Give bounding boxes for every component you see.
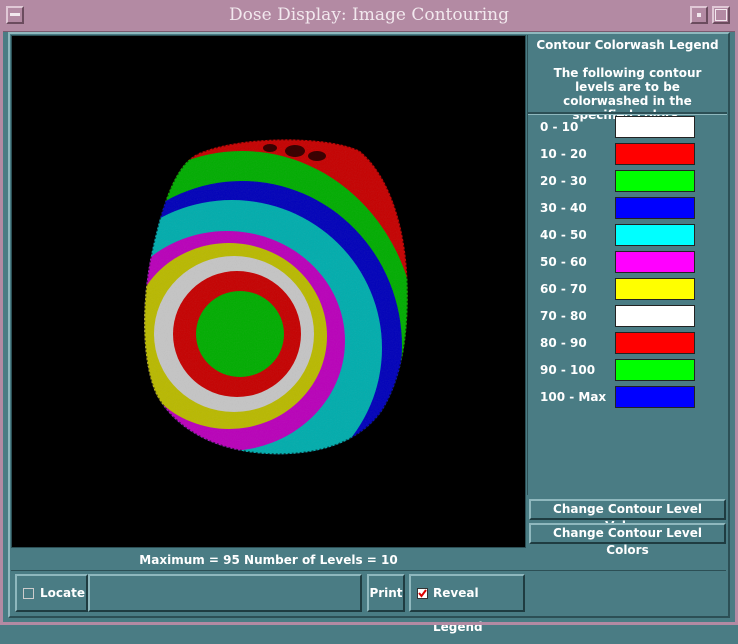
legend-color-swatch[interactable]: [615, 359, 695, 381]
legend-description: The following contour levels are to be c…: [553, 66, 702, 122]
window-title: Dose Display: Image Contouring: [229, 5, 509, 25]
legend-item: 90 - 100: [528, 358, 727, 382]
legend-item: 20 - 30: [528, 169, 727, 193]
legend-color-swatch[interactable]: [615, 305, 695, 327]
reveal-legend-checkbox[interactable]: [417, 588, 428, 599]
legend-item: 0 - 10: [528, 115, 727, 139]
image-viewer[interactable]: [11, 35, 526, 548]
contour-image: [143, 138, 409, 456]
legend-item-label: 20 - 30: [540, 174, 587, 188]
legend-color-swatch[interactable]: [615, 386, 695, 408]
legend-item: 10 - 20: [528, 142, 727, 166]
legend-item-label: 60 - 70: [540, 282, 587, 296]
maximize-button[interactable]: [712, 6, 730, 24]
reveal-legend-label: Reveal Legend: [433, 586, 483, 634]
legend-item-label: 10 - 20: [540, 147, 587, 161]
legend-item: 100 - Max: [528, 385, 727, 409]
legend-color-swatch[interactable]: [615, 278, 695, 300]
legend-separator: [528, 112, 727, 115]
legend-item: 60 - 70: [528, 277, 727, 301]
legend-item: 50 - 60: [528, 250, 727, 274]
locate-label: Locate: [40, 586, 85, 600]
legend-item-label: 70 - 80: [540, 309, 587, 323]
locate-readout: [88, 574, 362, 612]
status-text: Maximum = 95 Number of Levels = 10: [139, 553, 398, 567]
legend-color-swatch[interactable]: [615, 332, 695, 354]
bottom-bar: [11, 570, 726, 617]
legend-item-label: 100 - Max: [540, 390, 607, 404]
legend-item-label: 40 - 50: [540, 228, 587, 242]
legend-item-label: 0 - 10: [540, 120, 579, 134]
reveal-legend-toggle[interactable]: Reveal Legend: [409, 574, 525, 634]
legend-color-swatch[interactable]: [615, 224, 695, 246]
legend-color-swatch[interactable]: [615, 251, 695, 273]
change-contour-colors-button[interactable]: Change Contour Level Colors: [529, 523, 726, 557]
check-icon: [418, 589, 427, 598]
legend-color-swatch[interactable]: [615, 197, 695, 219]
legend-item: 30 - 40: [528, 196, 727, 220]
legend-color-swatch[interactable]: [615, 143, 695, 165]
legend-item-label: 90 - 100: [540, 363, 596, 377]
print-button[interactable]: Print: [367, 574, 405, 612]
legend-panel: Contour Colorwash Legend The following c…: [527, 35, 727, 495]
maximize-icon: [715, 9, 727, 21]
legend-item: 40 - 50: [528, 223, 727, 247]
locate-toggle[interactable]: Locate: [15, 574, 88, 612]
legend-item: 70 - 80: [528, 304, 727, 328]
minimize-icon: [697, 13, 701, 17]
window-menu-icon: [10, 13, 20, 16]
legend-item-label: 30 - 40: [540, 201, 587, 215]
legend-item: 80 - 90: [528, 331, 727, 355]
locate-checkbox[interactable]: [23, 588, 34, 599]
window-menu-button[interactable]: [6, 6, 24, 24]
title-bar[interactable]: Dose Display: Image Contouring: [0, 0, 738, 32]
legend-item-label: 80 - 90: [540, 336, 587, 350]
legend-title: Contour Colorwash Legend: [536, 38, 719, 52]
legend-item-label: 50 - 60: [540, 255, 587, 269]
legend-color-swatch[interactable]: [615, 170, 695, 192]
change-contour-values-button[interactable]: Change Contour Level Values: [529, 499, 726, 533]
minimize-button[interactable]: [690, 6, 708, 24]
legend-color-swatch[interactable]: [615, 116, 695, 138]
